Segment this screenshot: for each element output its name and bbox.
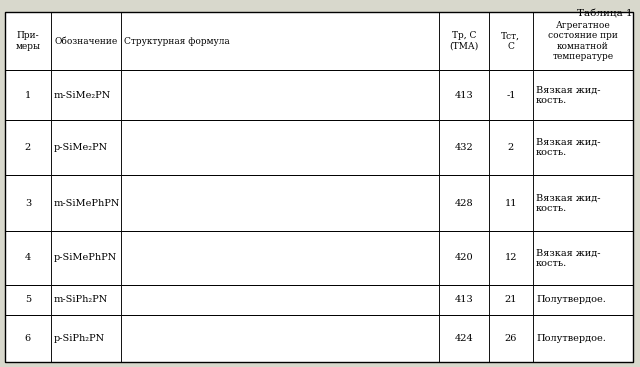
Bar (488, 285, 533, 315)
Bar (533, 315, 633, 362)
Text: 420: 420 (454, 254, 473, 262)
Text: p-SiMePhPN: p-SiMePhPN (54, 254, 117, 262)
Bar (533, 12, 633, 70)
Text: Полутвердое.: Полутвердое. (536, 295, 606, 305)
Bar (488, 70, 533, 120)
Bar (533, 231, 633, 285)
Bar (121, 315, 439, 362)
Text: Полутвердое.: Полутвердое. (536, 334, 606, 343)
Bar (5, 285, 51, 315)
Text: 432: 432 (454, 143, 473, 152)
Bar (51, 175, 121, 231)
Bar (439, 285, 488, 315)
Text: Агрегатное
состояние при
комнатной
температуре: Агрегатное состояние при комнатной темпе… (548, 21, 618, 61)
Text: 11: 11 (504, 199, 517, 207)
Text: 4: 4 (25, 254, 31, 262)
Bar (51, 231, 121, 285)
Text: Таблица 1: Таблица 1 (577, 10, 633, 19)
Text: 3: 3 (25, 199, 31, 207)
Text: m-SiPh₂PN: m-SiPh₂PN (54, 295, 108, 305)
Text: 12: 12 (504, 254, 517, 262)
Bar (51, 120, 121, 175)
Text: 6: 6 (25, 334, 31, 343)
Bar (51, 285, 121, 315)
Bar (439, 175, 488, 231)
Bar (439, 120, 488, 175)
Text: Структурная формула: Структурная формула (124, 36, 230, 46)
Bar (5, 12, 51, 70)
Bar (533, 175, 633, 231)
Bar (488, 120, 533, 175)
Bar (5, 231, 51, 285)
Text: 2: 2 (25, 143, 31, 152)
Bar (439, 12, 488, 70)
Text: Вязкая жид-
кость.: Вязкая жид- кость. (536, 138, 601, 157)
Text: Тр, С
(ТМА): Тр, С (ТМА) (449, 31, 478, 51)
Text: p-SiMe₂PN: p-SiMe₂PN (54, 143, 108, 152)
Bar (488, 231, 533, 285)
Bar (533, 285, 633, 315)
Text: Обозначение: Обозначение (54, 36, 118, 46)
Bar (51, 315, 121, 362)
Bar (439, 231, 488, 285)
Bar (121, 120, 439, 175)
Text: Вязкая жид-
кость.: Вязкая жид- кость. (536, 193, 601, 213)
Text: 21: 21 (504, 295, 517, 305)
Text: 26: 26 (505, 334, 517, 343)
Text: Вязкая жид-
кость.: Вязкая жид- кость. (536, 248, 601, 268)
Bar (488, 175, 533, 231)
Bar (439, 315, 488, 362)
Bar (5, 175, 51, 231)
Text: Тст,
С: Тст, С (501, 31, 520, 51)
Bar (51, 70, 121, 120)
Text: p-SiPh₂PN: p-SiPh₂PN (54, 334, 105, 343)
Bar (121, 12, 439, 70)
Text: m-SiMe₂PN: m-SiMe₂PN (54, 91, 111, 99)
Bar (121, 231, 439, 285)
Text: 428: 428 (454, 199, 473, 207)
Bar (121, 175, 439, 231)
Text: 413: 413 (454, 295, 473, 305)
Text: 424: 424 (454, 334, 473, 343)
Text: 5: 5 (25, 295, 31, 305)
Bar (488, 12, 533, 70)
Bar (533, 70, 633, 120)
Bar (488, 315, 533, 362)
Text: При-
меры: При- меры (15, 31, 40, 51)
Bar (5, 120, 51, 175)
Text: 413: 413 (454, 91, 473, 99)
Bar (121, 285, 439, 315)
Text: 1: 1 (25, 91, 31, 99)
Text: m-SiMePhPN: m-SiMePhPN (54, 199, 120, 207)
Text: -1: -1 (506, 91, 516, 99)
Bar (533, 120, 633, 175)
Bar (121, 70, 439, 120)
Bar (5, 315, 51, 362)
Text: 2: 2 (508, 143, 514, 152)
Bar (439, 70, 488, 120)
Bar (51, 12, 121, 70)
Text: Вязкая жид-
кость.: Вязкая жид- кость. (536, 85, 601, 105)
Bar (5, 70, 51, 120)
